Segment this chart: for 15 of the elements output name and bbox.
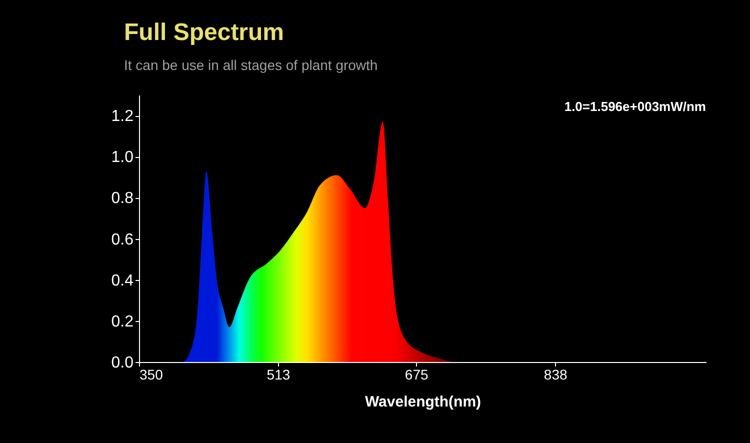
y-tick-label: 0.4 bbox=[111, 272, 134, 290]
x-tick-label: 350 bbox=[140, 366, 164, 382]
x-tick-label: 675 bbox=[404, 366, 428, 382]
y-tick-label: 0.8 bbox=[111, 190, 134, 208]
y-tick-label: 1.0 bbox=[111, 149, 134, 166]
annotation: 1.0=1.596e+003mW/nm bbox=[564, 99, 706, 114]
x-tick-label: 513 bbox=[266, 366, 290, 382]
y-tick-label: 0.0 bbox=[111, 354, 134, 372]
y-tick-label: 1.2 bbox=[111, 108, 134, 126]
chart-title: Full Spectrum bbox=[124, 19, 284, 46]
y-tick-label: 0.6 bbox=[111, 231, 134, 248]
x-tick-label: 838 bbox=[544, 366, 568, 382]
x-axis-title: Wavelength(nm) bbox=[364, 394, 482, 410]
chart-subtitle: It can be use in all stages of plant growth bbox=[124, 57, 378, 73]
y-tick-label: 0.2 bbox=[111, 313, 134, 330]
